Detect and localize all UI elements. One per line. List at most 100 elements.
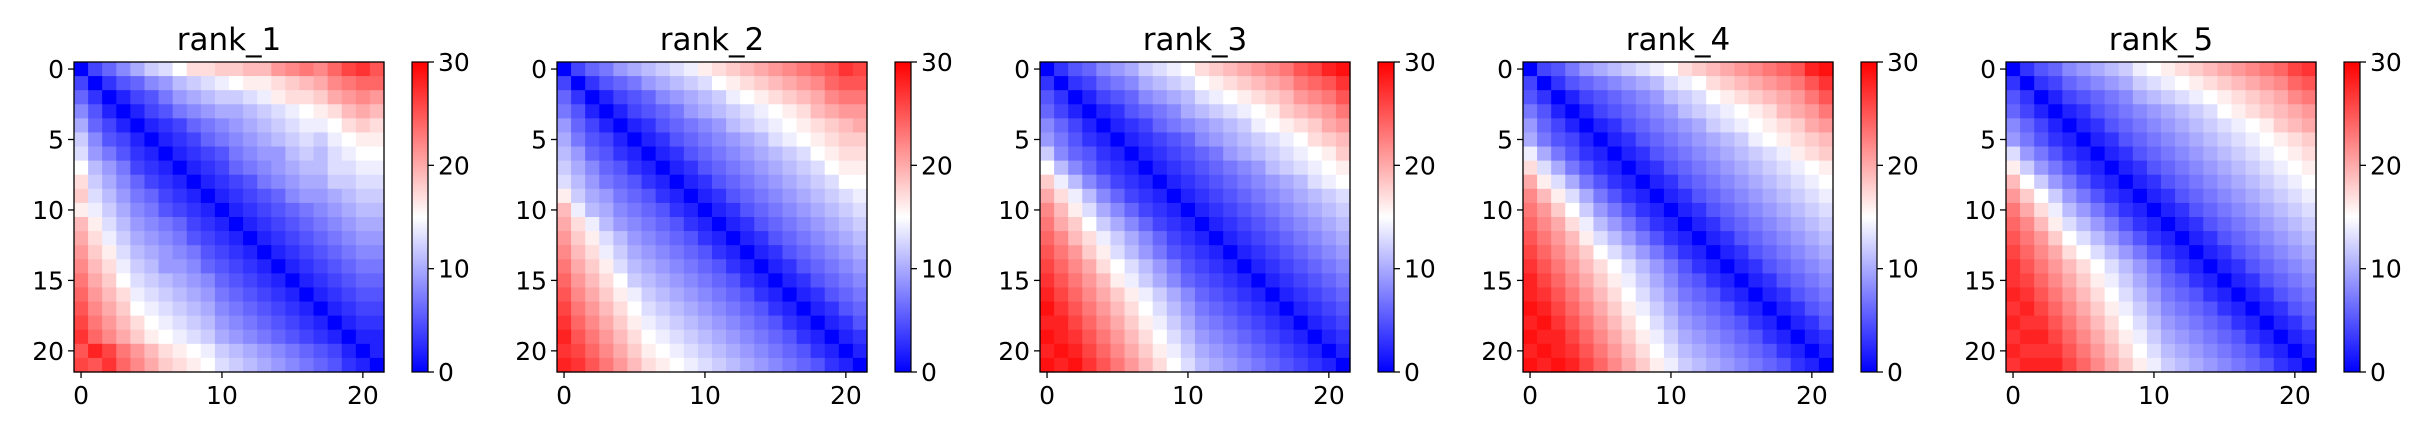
heatmap-cell [2048, 301, 2063, 317]
heatmap-cell [2217, 343, 2233, 359]
heatmap-cell [172, 62, 188, 77]
heatmap-cell [754, 287, 769, 303]
heatmap-cell [1635, 188, 1651, 204]
heatmap-cell [102, 301, 117, 317]
heatmap-cell [341, 132, 357, 148]
heatmap-cell [1762, 132, 1778, 148]
heatmap-cell [285, 202, 301, 218]
heatmap-cell [1706, 217, 1721, 232]
heatmap-cell [2217, 287, 2233, 303]
heatmap-cell [2020, 343, 2035, 359]
heatmap-cell [697, 329, 713, 345]
colorbar [894, 61, 912, 373]
heatmap-cell [1776, 259, 1792, 274]
heatmap-cell [1138, 90, 1154, 105]
heatmap-cell [1195, 357, 1210, 373]
heatmap-cell [1776, 132, 1792, 148]
heatmap-cell [712, 90, 727, 105]
heatmap-cell [669, 202, 685, 218]
heatmap-cell [327, 273, 343, 289]
heatmap-cell [2189, 301, 2204, 317]
heatmap-cell [1223, 217, 1238, 232]
heatmap-cell [838, 343, 854, 359]
heatmap-cell [585, 132, 600, 148]
heatmap-cell [1776, 174, 1792, 190]
heatmap-cell [627, 62, 643, 77]
heatmap-cell [1706, 273, 1721, 289]
heatmap-cell [1335, 343, 1351, 359]
x-tick-label: 0 [73, 381, 89, 410]
heatmap-cell [2104, 90, 2120, 105]
heatmap-cell [697, 273, 713, 289]
heatmap-cell [243, 217, 258, 232]
heatmap-cell [2245, 301, 2261, 317]
heatmap-cell [1621, 62, 1637, 77]
heatmap-cell [1692, 104, 1707, 119]
heatmap-cell [1649, 329, 1665, 345]
x-tick-label: 0 [2005, 381, 2021, 410]
heatmap-cell [782, 273, 798, 289]
heatmap-cell [754, 245, 769, 260]
heatmap-cell [1649, 132, 1665, 148]
heatmap-cell [2301, 76, 2317, 91]
heatmap-cell [2245, 245, 2261, 260]
heatmap-cell [2076, 329, 2092, 345]
heatmap-cell [1223, 188, 1238, 204]
heatmap-cell [2287, 202, 2303, 218]
heatmap-cell [697, 174, 713, 190]
heatmap-cell [1678, 202, 1693, 218]
heatmap-cell [683, 273, 699, 289]
heatmap-cell [144, 160, 160, 176]
heatmap-cell [1124, 315, 1140, 331]
heatmap-cell [102, 245, 117, 260]
heatmap-cell [1110, 231, 1126, 246]
heatmap-cell [2076, 104, 2092, 119]
heatmap-cell [669, 329, 685, 345]
heatmap-cell [1776, 357, 1792, 373]
heatmap-cell [2259, 174, 2275, 190]
heatmap-cell [613, 160, 629, 176]
heatmap-cell [2203, 146, 2218, 162]
heatmap-cell [1251, 202, 1267, 218]
heatmap-cell [285, 104, 301, 119]
heatmap-cell [2273, 202, 2289, 218]
heatmap-cell [2203, 357, 2218, 373]
heatmap-cell [144, 76, 160, 91]
heatmap-cell [2132, 217, 2148, 232]
heatmap-cell [1180, 245, 1196, 260]
heatmap-cell [740, 202, 755, 218]
heatmap-cell [824, 273, 840, 289]
y-tick-label: 20 [1481, 337, 1513, 366]
heatmap-cell [299, 90, 315, 105]
heatmap-cell [683, 90, 699, 105]
heatmap-cell [838, 357, 854, 373]
heatmap-cell [571, 76, 586, 91]
heatmap-cell [1321, 329, 1337, 345]
heatmap-cell [1307, 90, 1323, 105]
heatmap-cell [1237, 357, 1252, 373]
heatmap-cell [214, 301, 230, 317]
y-tick-label: 20 [1964, 337, 1996, 366]
heatmap-cell [2118, 315, 2134, 331]
heatmap-cell [852, 217, 868, 232]
heatmap-cell [2301, 357, 2317, 373]
heatmap-cell [782, 301, 798, 317]
heatmap-cell [327, 259, 343, 274]
heatmap-cell [1209, 287, 1224, 303]
heatmap-cell [257, 329, 272, 345]
heatmap-cell [102, 231, 117, 246]
heatmap-cell [1762, 188, 1778, 204]
heatmap-cell [186, 174, 202, 190]
heatmap-cell [1040, 202, 1055, 218]
heatmap-cell [726, 315, 741, 331]
heatmap-cell [88, 104, 103, 119]
heatmap-cell [2048, 174, 2063, 190]
heatmap-cell [355, 118, 371, 134]
heatmap-cell [1223, 76, 1238, 91]
heatmap-cell [1663, 202, 1679, 218]
heatmap-cell [116, 329, 131, 345]
heatmap-cell [810, 202, 826, 218]
heatmap-cell [1649, 62, 1665, 77]
heatmap-cell [1124, 90, 1140, 105]
heatmap-cell [1607, 315, 1623, 331]
